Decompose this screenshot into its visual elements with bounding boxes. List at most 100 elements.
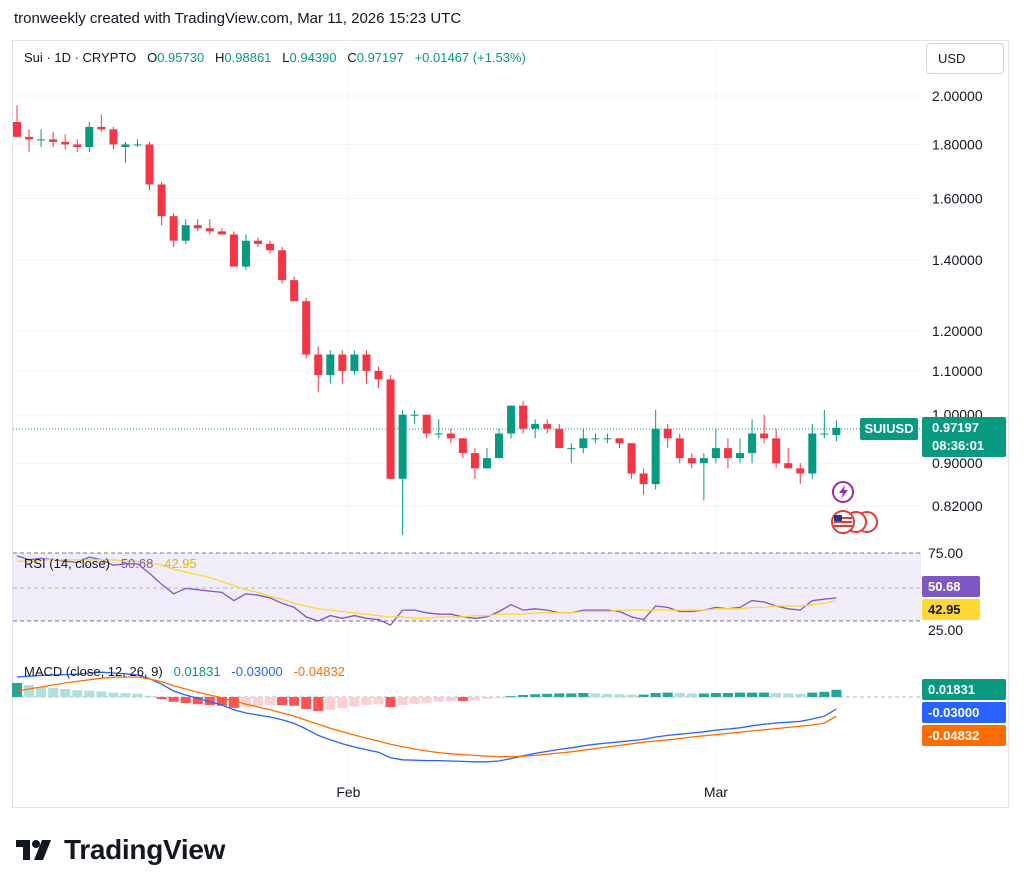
candle-body <box>591 438 600 440</box>
macd-histogram-bar <box>84 690 95 697</box>
rsi-label: RSI (14, close) <box>24 556 110 571</box>
macd-histogram-bar <box>144 695 155 697</box>
macd-histogram-bar <box>457 697 468 701</box>
macd-histogram-bar <box>807 692 818 697</box>
macd-histogram-bar <box>24 685 35 697</box>
macd-histogram-bar <box>349 697 360 707</box>
macd-histogram-bar <box>277 697 288 705</box>
macd-histogram-bar <box>542 693 553 697</box>
candle-body <box>49 139 58 142</box>
price-axis-tick-0: 2.00000 <box>932 88 983 104</box>
candle-body <box>229 234 238 267</box>
macd-histogram-bar <box>132 693 143 697</box>
candle-body <box>410 414 419 416</box>
macd-histogram-bar <box>506 696 517 698</box>
candle-body <box>772 438 781 464</box>
candle-body <box>434 433 443 435</box>
macd-histogram-bar <box>566 693 577 697</box>
low-label: L <box>282 50 290 65</box>
rsi-ma-value-tag: 42.95 <box>922 599 980 620</box>
macd-histogram-bar <box>373 697 384 705</box>
currency-button[interactable]: USD <box>926 43 1004 74</box>
candle-body <box>302 301 311 355</box>
candle-body <box>519 405 528 429</box>
macd-histogram-bar <box>385 697 396 707</box>
macd-histogram-bar <box>228 697 239 708</box>
candle-body <box>723 448 732 459</box>
change-value: +0.01467 (+1.53%) <box>414 50 526 65</box>
macd-histogram-bar <box>771 693 782 697</box>
chart-caption: tronweekly created with TradingView.com,… <box>14 10 462 27</box>
rsi-legend: RSI (14, close) 50.68 42.95 <box>24 556 197 571</box>
time-axis-tick-1: Mar <box>704 784 728 800</box>
macd-histogram-bar <box>710 693 721 697</box>
macd-histogram-bar <box>397 697 408 705</box>
candle-body <box>820 433 829 435</box>
open-value: 0.95730 <box>157 50 205 65</box>
macd-value-tag: -0.03000 <box>922 702 1006 723</box>
last-price-value: 0.97197 <box>932 420 979 435</box>
macd-histogram-bar <box>735 692 745 697</box>
candle-body <box>555 428 564 449</box>
candle-body <box>748 433 757 454</box>
candle-body <box>422 414 431 434</box>
macd-histogram-bar <box>795 693 806 697</box>
tradingview-logo-text: TradingView <box>64 834 226 865</box>
candle-body <box>193 225 202 229</box>
lightning-glyph <box>839 485 848 499</box>
macd-histogram-bar <box>481 697 492 699</box>
macd-hist-value-tag: 0.01831 <box>922 679 1006 700</box>
macd-histogram-bar <box>216 697 227 706</box>
rsi-series-1 <box>17 559 837 619</box>
macd-histogram-bar <box>614 694 625 697</box>
open-label: O <box>147 50 158 65</box>
macd-histogram-bar <box>96 691 107 697</box>
close-value: 0.97197 <box>356 50 404 65</box>
macd-histogram-bar <box>48 687 59 697</box>
candle-body <box>470 453 479 469</box>
candle-body <box>796 468 805 474</box>
macd-histogram-bar <box>120 693 131 697</box>
macd-histogram-bar <box>421 697 432 703</box>
macd-histogram-bar <box>72 690 83 697</box>
symbol-label: Sui · 1D · CRYPTO <box>24 50 137 65</box>
candle-body <box>290 280 299 302</box>
candle-body <box>374 370 383 380</box>
macd-histogram-bar <box>638 694 649 697</box>
rsi-ma-legend-value: 42.95 <box>164 556 197 571</box>
candle-body <box>615 438 624 444</box>
candle-body <box>736 453 744 459</box>
candle-body <box>832 427 841 435</box>
candle-body <box>145 144 154 185</box>
candle-body <box>711 448 720 459</box>
price-axis-tick-7: 0.90000 <box>932 455 983 471</box>
candle-body <box>639 473 648 485</box>
event-icons <box>831 481 878 534</box>
candle-body <box>808 433 817 474</box>
macd-histogram-bar <box>747 692 758 697</box>
chart-frame <box>12 40 1009 808</box>
macd-histogram-bar <box>301 697 312 709</box>
macd-histogram-bar <box>783 693 794 697</box>
macd-histogram-bar <box>578 693 589 697</box>
bar-countdown: 08:36:01 <box>932 438 985 453</box>
candle-body <box>254 240 262 244</box>
candle-body <box>157 184 166 217</box>
macd-histogram-bar <box>12 683 22 697</box>
time-axis-tick-0: Feb <box>336 784 360 800</box>
macd-histogram-bar <box>722 693 733 697</box>
tradingview-logo[interactable]: TradingView <box>16 834 225 866</box>
candle-body <box>603 438 612 440</box>
macd-histogram-bar <box>650 693 661 697</box>
candle-body <box>784 463 793 469</box>
candle-body <box>446 433 455 439</box>
ohlc-legend: Sui · 1D · CRYPTO O0.95730 H0.98861 L0.9… <box>24 50 526 65</box>
candle-body <box>458 438 467 454</box>
macd-line <box>16 671 837 763</box>
macd-histogram-bar <box>674 693 685 697</box>
signal-legend-value: -0.04832 <box>293 664 345 679</box>
macd-legend-value: -0.03000 <box>231 664 283 679</box>
candle-body <box>278 250 287 281</box>
candle-body <box>531 424 540 429</box>
